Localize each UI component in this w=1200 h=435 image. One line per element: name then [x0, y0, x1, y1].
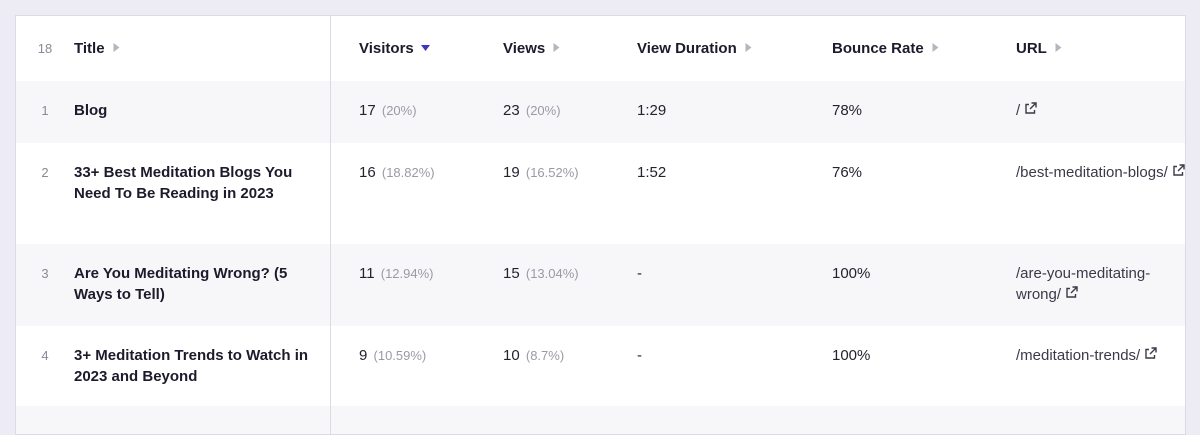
views-value: 23 — [503, 102, 520, 119]
column-header[interactable]: Bounce Rate — [804, 16, 988, 59]
visitors-cell: 17 (20%) — [331, 81, 475, 121]
visitors-value: 11 — [359, 265, 375, 282]
page-title: 33+ Best Meditation Blogs You Need To Be… — [74, 164, 293, 202]
column-header[interactable]: View Duration — [609, 16, 804, 59]
page-title: Are You Meditating Wrong? (5 Ways to Tel… — [74, 265, 288, 303]
column-header-label: Views — [503, 40, 546, 57]
column-header[interactable]: Visitors — [331, 16, 475, 59]
sort-desc-icon — [420, 45, 430, 51]
external-link-icon — [1173, 164, 1185, 176]
url-cell: /meditation-trends/ — [988, 326, 1185, 366]
sort-icon — [1055, 43, 1062, 52]
sort-icon — [932, 43, 939, 52]
view-duration: - — [637, 347, 642, 364]
external-link-icon — [1025, 102, 1037, 114]
views-share: (8.7%) — [525, 348, 565, 363]
row-number: 1 — [41, 103, 49, 118]
visitors-value: 16 — [359, 164, 376, 181]
table-row[interactable]: 1 Blog 17 (20%) 23 (20%) 1:29 78% / — [16, 81, 1185, 143]
row-number: 4 — [41, 348, 49, 363]
sort-icon — [745, 43, 752, 52]
view-duration: - — [637, 265, 642, 282]
url-text: /meditation-trends/ — [1016, 347, 1141, 364]
column-divider — [330, 16, 331, 434]
visitors-share: (20%) — [381, 103, 417, 118]
pages-table: 18 Title Visitors Views View Duration Bounce… — [15, 15, 1186, 435]
column-header[interactable]: URL — [988, 16, 1185, 59]
visitors-value: 17 — [359, 102, 376, 119]
url-cell: /best-meditation-blogs/ — [988, 143, 1185, 183]
table-row[interactable]: 4 3+ Meditation Trends to Watch in 2023 a… — [16, 326, 1185, 406]
row-number: 2 — [41, 165, 49, 180]
column-header[interactable]: Views — [475, 16, 609, 59]
page-title: 3+ Meditation Trends to Watch in 2023 an… — [74, 347, 309, 385]
page: 18 Title Visitors Views View Duration Bounce… — [15, 15, 1186, 435]
external-link-icon — [1145, 347, 1157, 359]
sort-icon — [553, 43, 560, 52]
view-duration: 1:29 — [637, 102, 667, 119]
url-cell: / — [988, 81, 1185, 121]
visitors-cell: 11 (12.94%) — [331, 244, 475, 284]
views-cell: 19 (16.52%) — [475, 143, 609, 183]
visitors-cell: 9 (10.59%) — [331, 326, 475, 366]
views-share: (20%) — [525, 103, 561, 118]
views-value: 10 — [503, 347, 520, 364]
page-title: Blog — [74, 102, 108, 119]
url-text: /are-you-meditating-wrong/ — [1016, 265, 1151, 303]
table-header: 18 Title Visitors Views View Duration Bounce… — [16, 16, 1185, 82]
bounce-rate: 78% — [832, 102, 863, 119]
views-cell: 10 (8.7%) — [475, 326, 609, 366]
column-header-label: Visitors — [359, 40, 414, 57]
views-share: (13.04%) — [525, 266, 579, 281]
views-share: (16.52%) — [525, 165, 579, 180]
views-cell: 23 (20%) — [475, 81, 609, 121]
visitors-share: (18.82%) — [381, 165, 435, 180]
row-number: 3 — [41, 266, 49, 281]
row-count: 18 — [37, 41, 53, 56]
column-header-label: Title — [74, 40, 105, 57]
url-text: /best-meditation-blogs/ — [1016, 164, 1168, 181]
bounce-rate: 100% — [832, 265, 871, 282]
url-text: / — [1016, 102, 1021, 119]
sort-icon — [113, 43, 120, 52]
table-row[interactable]: 3 Are You Meditating Wrong? (5 Ways to Te… — [16, 244, 1185, 326]
views-value: 15 — [503, 265, 520, 282]
bounce-rate: 76% — [832, 164, 863, 181]
visitors-share: (10.59%) — [373, 348, 427, 363]
url-cell: /are-you-meditating-wrong/ — [988, 244, 1185, 305]
views-cell: 15 (13.04%) — [475, 244, 609, 284]
column-header-label: View Duration — [637, 40, 737, 57]
views-value: 19 — [503, 164, 520, 181]
visitors-cell: 16 (18.82%) — [331, 143, 475, 183]
column-header-label: URL — [1016, 40, 1047, 57]
table-row[interactable] — [16, 406, 1185, 434]
visitors-value: 9 — [359, 347, 368, 364]
bounce-rate: 100% — [832, 347, 871, 364]
visitors-share: (12.94%) — [380, 266, 434, 281]
column-header[interactable]: Title — [74, 16, 330, 59]
table-row[interactable]: 2 33+ Best Meditation Blogs You Need To B… — [16, 143, 1185, 244]
view-duration: 1:52 — [637, 164, 667, 181]
external-link-icon — [1066, 286, 1078, 298]
column-header-label: Bounce Rate — [832, 40, 924, 57]
